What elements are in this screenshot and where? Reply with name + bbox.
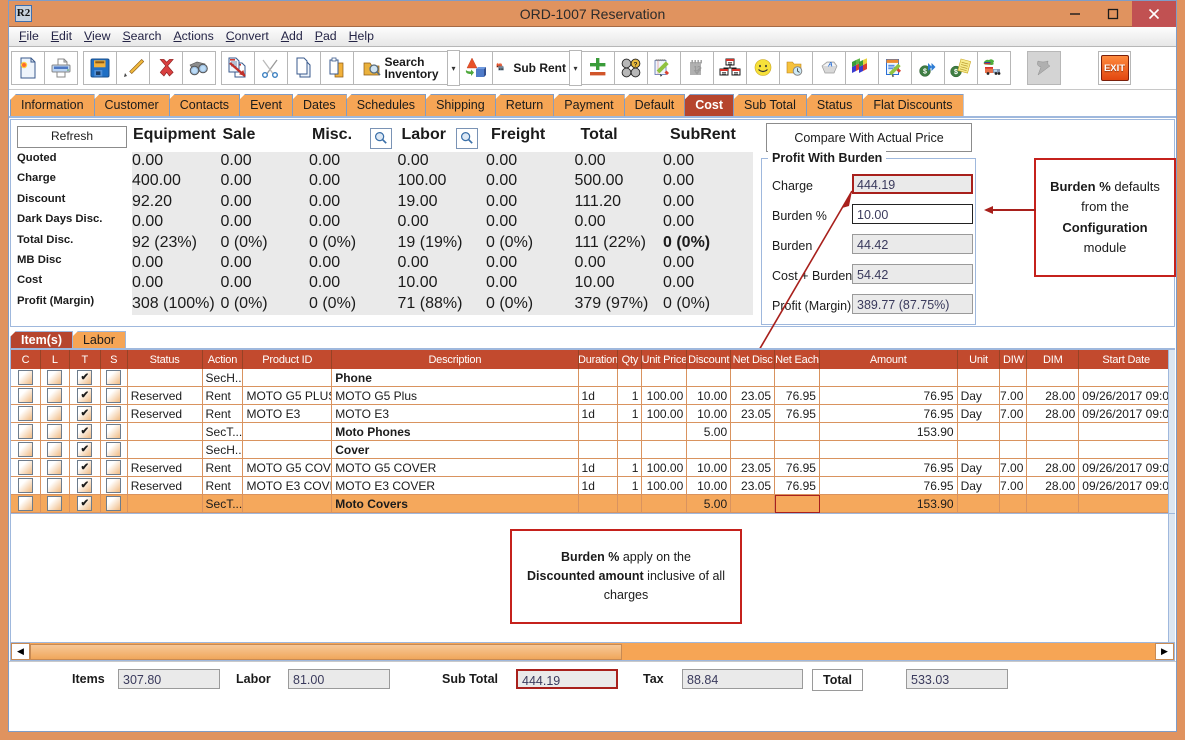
svg-text:A: A [827,61,833,68]
svg-text:$: $ [954,69,958,76]
svg-text:$: $ [923,69,927,76]
svg-text:?: ? [634,61,638,68]
